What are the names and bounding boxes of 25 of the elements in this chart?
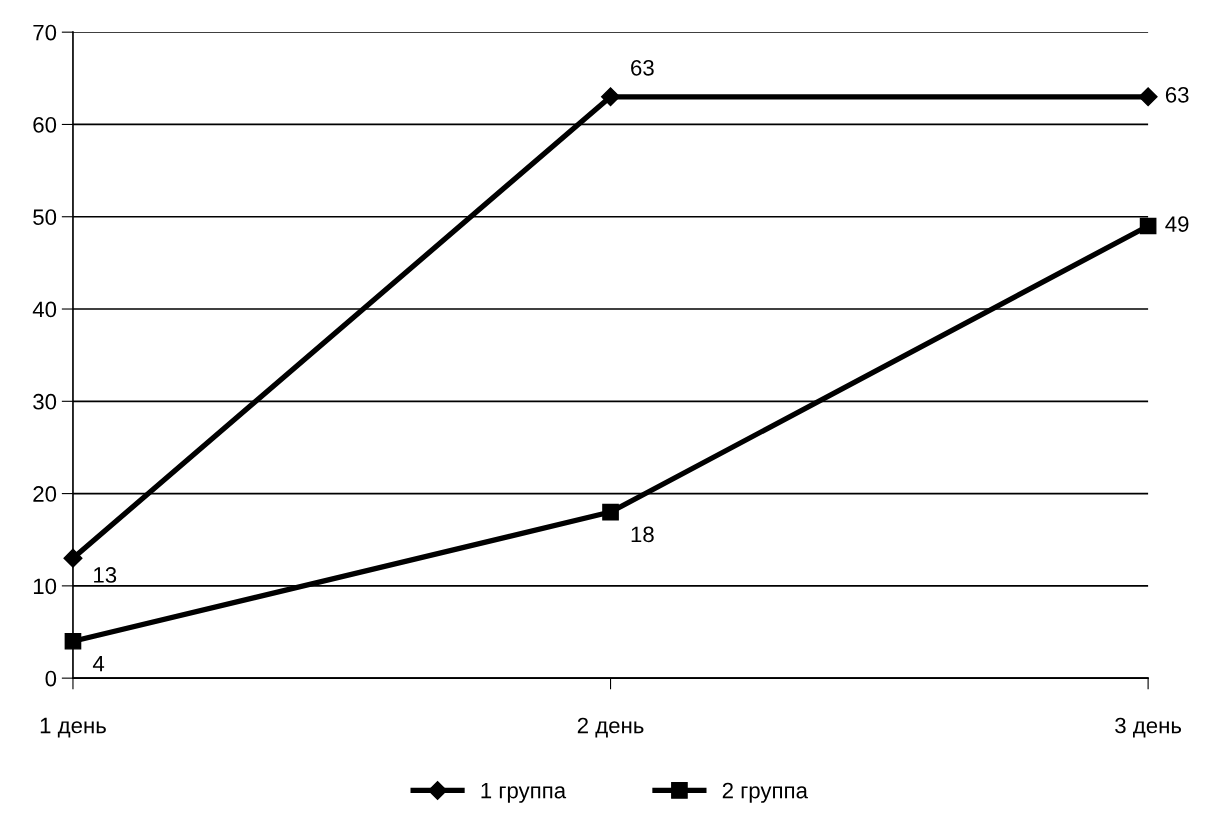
x-tick-label: 2 день (577, 717, 644, 738)
data-label: 18 (631, 526, 654, 543)
x-tick-label: 3 день (1115, 717, 1182, 738)
point (63, 548, 83, 568)
y-tick-label: 10 (33, 578, 57, 595)
y-tick-label: 70 (33, 24, 57, 41)
data-label: 63 (631, 59, 654, 76)
y-tick-label: 50 (33, 209, 57, 226)
data-label: 49 (1165, 216, 1189, 232)
y-tick-label: 40 (32, 301, 57, 318)
point (602, 503, 619, 521)
data-label: 4 (92, 655, 105, 672)
data-label: 13 (94, 567, 117, 583)
legend-label: 2 группа (722, 782, 808, 803)
x-tick-label: 1 день (40, 717, 106, 738)
point (64, 632, 82, 650)
point (1138, 87, 1158, 107)
y-tick-label: 0 (45, 670, 57, 687)
y-tick-label: 60 (33, 116, 57, 133)
data-label: 63 (1165, 87, 1189, 103)
y-tick-label: 20 (33, 486, 57, 502)
point (1139, 217, 1157, 235)
legend-label: 1 группа (481, 782, 567, 803)
point (601, 87, 621, 107)
y-tick-label: 30 (33, 393, 57, 410)
